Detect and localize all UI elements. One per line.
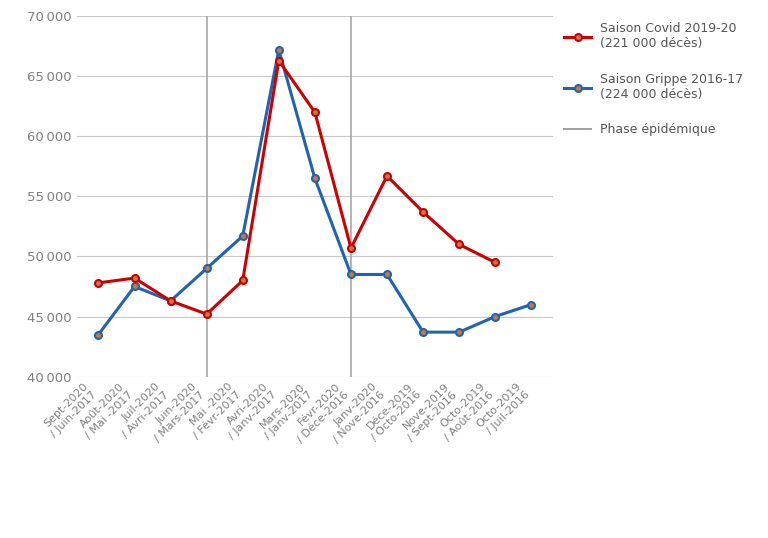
Legend: Saison Covid 2019-20
(221 000 décès), Saison Grippe 2016-17
(224 000 décès), Pha: Saison Covid 2019-20 (221 000 décès), Sa… <box>564 23 743 137</box>
